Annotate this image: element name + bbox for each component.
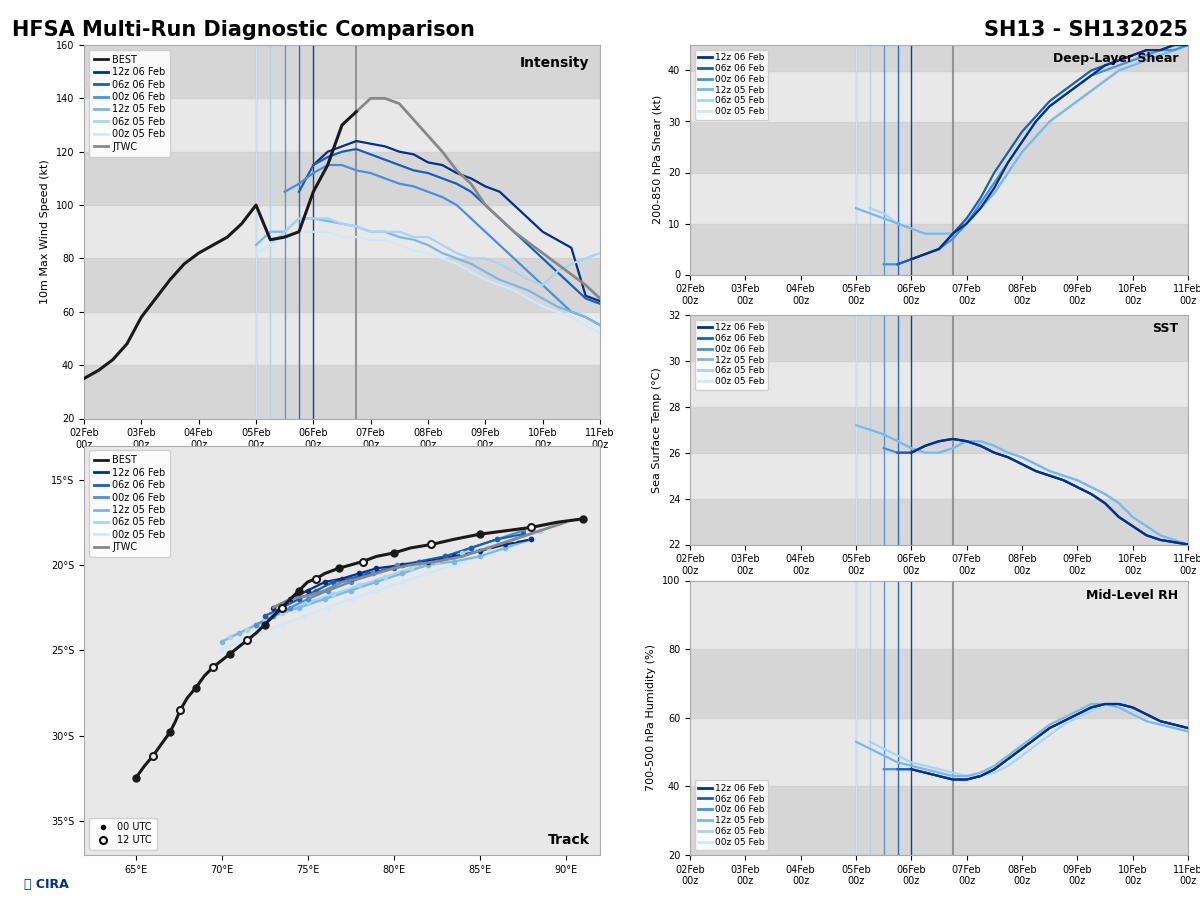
Text: Mid-Level RH: Mid-Level RH [1086, 589, 1178, 602]
Bar [690, 315, 1188, 361]
Bar [84, 258, 600, 311]
Bar [690, 45, 1188, 70]
Legend: 12z 06 Feb, 06z 06 Feb, 00z 06 Feb, 12z 05 Feb, 06z 05 Feb, 00z 05 Feb: 12z 06 Feb, 06z 06 Feb, 00z 06 Feb, 12z … [695, 320, 768, 390]
Bar [690, 649, 1188, 718]
Bar [690, 122, 1188, 173]
Y-axis label: 700-500 hPa Humidity (%): 700-500 hPa Humidity (%) [647, 644, 656, 791]
Y-axis label: 200-850 hPa Shear (kt): 200-850 hPa Shear (kt) [653, 95, 662, 224]
Text: Track: Track [548, 832, 589, 847]
Text: Deep-Layer Shear: Deep-Layer Shear [1052, 52, 1178, 65]
Text: SST: SST [1152, 322, 1178, 335]
Text: Ⓒ CIRA: Ⓒ CIRA [24, 878, 68, 891]
Bar [690, 787, 1188, 855]
Text: SH13 - SH132025: SH13 - SH132025 [984, 20, 1188, 40]
Legend: 12z 06 Feb, 06z 06 Feb, 00z 06 Feb, 12z 05 Feb, 06z 05 Feb, 00z 05 Feb: 12z 06 Feb, 06z 06 Feb, 00z 06 Feb, 12z … [695, 50, 768, 120]
Bar [690, 499, 1188, 544]
Legend: 12z 06 Feb, 06z 06 Feb, 00z 06 Feb, 12z 05 Feb, 06z 05 Feb, 00z 05 Feb: 12z 06 Feb, 06z 06 Feb, 00z 06 Feb, 12z … [695, 780, 768, 850]
Bar [84, 152, 600, 205]
Text: Intensity: Intensity [520, 56, 589, 70]
Legend: BEST, 12z 06 Feb, 06z 06 Feb, 00z 06 Feb, 12z 05 Feb, 06z 05 Feb, 00z 05 Feb, JT: BEST, 12z 06 Feb, 06z 06 Feb, 00z 06 Feb… [89, 50, 170, 157]
Bar [84, 45, 600, 98]
Legend: 00 UTC, 12 UTC: 00 UTC, 12 UTC [89, 817, 156, 850]
Y-axis label: 10m Max Wind Speed (kt): 10m Max Wind Speed (kt) [41, 159, 50, 304]
Text: HFSA Multi-Run Diagnostic Comparison: HFSA Multi-Run Diagnostic Comparison [12, 20, 475, 40]
Y-axis label: Sea Surface Temp (°C): Sea Surface Temp (°C) [653, 367, 662, 492]
Bar [690, 407, 1188, 453]
Bar [690, 223, 1188, 274]
Bar [84, 365, 600, 418]
